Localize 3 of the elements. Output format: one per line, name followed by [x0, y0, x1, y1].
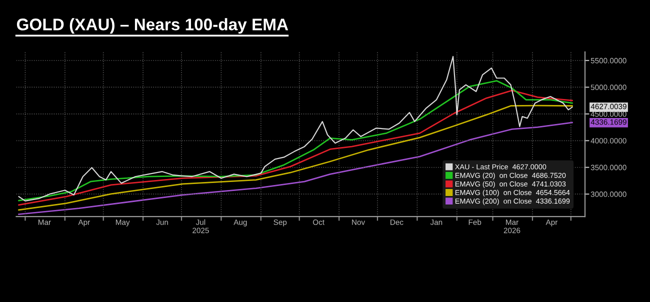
- chart-title: GOLD (XAU) – Nears 100-day EMA: [16, 18, 288, 34]
- line-series: [18, 122, 573, 215]
- line-series: [18, 104, 573, 211]
